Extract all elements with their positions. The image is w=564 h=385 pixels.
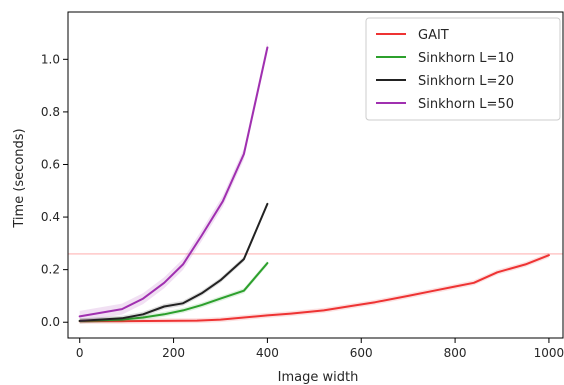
series-band-0 (79, 252, 549, 324)
series-line-3 (78, 46, 269, 318)
x-tick-label: 400 (256, 346, 279, 360)
x-tick-label: 0 (76, 346, 84, 360)
legend-entry: Sinkhorn L=20 (418, 74, 514, 89)
x-tick-label: 200 (162, 346, 185, 360)
y-tick-label: 0.4 (41, 210, 60, 224)
legend: GAIT Sinkhorn L=10 Sinkhorn L=20 Sinkhorn L… (365, 17, 561, 121)
series-line-0 (78, 254, 550, 323)
y-tick-label: 0.8 (41, 105, 60, 119)
y-tick-label: 0.6 (41, 157, 60, 171)
series-band-1 (79, 260, 268, 324)
plot-frame (67, 11, 564, 339)
plot-area: 0 200 400 600 800 1000 0.0 0.2 0.4 0.6 0.8 1.0 GAIT S… (41, 11, 564, 360)
y-tick-label: 1.0 (41, 52, 60, 66)
x-tick-label: 1000 (534, 346, 564, 360)
legend-entry: GAIT (418, 28, 449, 43)
series-line-1 (78, 262, 269, 322)
y-axis-label: Time (seconds) (12, 128, 27, 228)
x-tick-label: 600 (350, 346, 373, 360)
x-axis-label: Image width (278, 370, 359, 385)
x-tick-label: 800 (444, 346, 467, 360)
legend-box (365, 17, 561, 121)
y-tick-label: 0.2 (41, 263, 60, 277)
y-tick-label: 0.0 (41, 315, 60, 329)
series-line-2 (78, 202, 269, 322)
legend-entry: Sinkhorn L=10 (418, 51, 514, 66)
series-band-3 (79, 42, 268, 322)
legend-entry: Sinkhorn L=50 (418, 97, 514, 112)
